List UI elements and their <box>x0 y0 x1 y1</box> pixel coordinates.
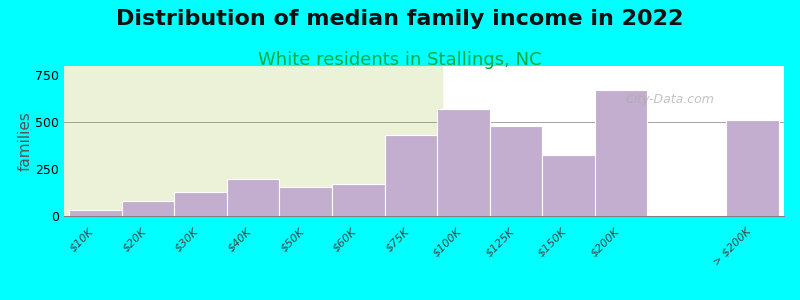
Bar <box>542 155 595 216</box>
Bar <box>595 90 647 216</box>
Bar <box>279 187 332 216</box>
Text: White residents in Stallings, NC: White residents in Stallings, NC <box>258 51 542 69</box>
Bar <box>70 210 122 216</box>
Bar <box>332 184 385 216</box>
Bar <box>64 66 442 216</box>
Bar <box>726 120 778 216</box>
Bar <box>437 109 490 216</box>
Text: Distribution of median family income in 2022: Distribution of median family income in … <box>116 9 684 29</box>
Bar <box>490 126 542 216</box>
Bar <box>174 192 227 216</box>
Y-axis label: families: families <box>18 111 32 171</box>
Bar <box>227 178 279 216</box>
Bar <box>385 135 437 216</box>
Bar <box>122 201 174 216</box>
Text: City-Data.com: City-Data.com <box>626 92 714 106</box>
